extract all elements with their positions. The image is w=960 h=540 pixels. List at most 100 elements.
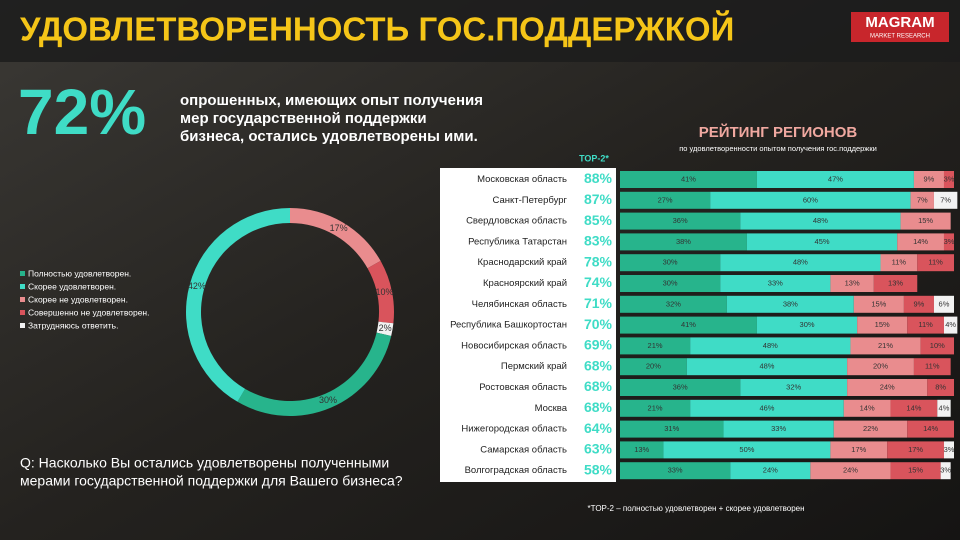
bar-label: 4%: [939, 403, 950, 412]
top2-value: 68%: [584, 357, 613, 373]
bar-label: 3%: [940, 466, 951, 475]
bar-label: 8%: [935, 382, 946, 391]
headline-figure: 72%: [18, 76, 146, 148]
bar-segment: [890, 462, 941, 480]
bar-label: 15%: [918, 216, 933, 225]
bar-segment: [720, 254, 881, 272]
bar-label: 41%: [681, 320, 696, 329]
region-label: Ростовская область: [479, 382, 567, 393]
chart-title: РЕЙТИНГ РЕГИОНОВ: [699, 123, 858, 141]
top2-value: 68%: [584, 378, 613, 394]
bar-label: 45%: [815, 237, 830, 246]
bar-segment: [756, 316, 858, 334]
bar-label: 6%: [939, 299, 950, 308]
bar-segment: [943, 316, 958, 334]
bar-label: 14%: [913, 237, 928, 246]
bar-segment: [887, 441, 944, 459]
logo: MAGRAM: [865, 14, 934, 31]
bar-segment: [910, 191, 934, 209]
bar-segment: [620, 379, 741, 396]
bar-label: 20%: [873, 362, 888, 371]
bar-label: 46%: [759, 403, 774, 412]
region-label: Самарская область: [480, 444, 567, 455]
headline-text: бизнеса, остались удовлетворены ими.: [180, 128, 478, 145]
bar-label: 11%: [918, 320, 933, 329]
region-label: Московская область: [477, 174, 567, 185]
bar-segment: [810, 462, 891, 480]
donut-slice: [290, 208, 381, 269]
bar-label: 27%: [658, 195, 673, 204]
donut-slice: [237, 332, 392, 417]
bar-segment: [897, 233, 944, 251]
legend-label: Скорее не удовлетворен.: [28, 294, 128, 304]
region-label: Челябинская область: [472, 299, 567, 310]
bar-segment: [726, 295, 854, 313]
top2-value: 70%: [584, 316, 613, 332]
bar-segment: [943, 441, 954, 459]
legend-swatch: [20, 323, 25, 328]
bar-segment: [620, 337, 691, 355]
bar-label: 32%: [666, 299, 681, 308]
bar-segment: [620, 462, 731, 480]
donut-slice: [376, 321, 394, 337]
bar-segment: [873, 275, 918, 292]
bar-segment: [933, 191, 958, 209]
bar-label: 13%: [888, 278, 903, 287]
bar-label: 13%: [634, 445, 649, 454]
bar-label: 36%: [673, 216, 688, 225]
question: мерами государственной поддержки для Ваш…: [20, 473, 403, 489]
bar-label: 32%: [786, 382, 801, 391]
region-label: Новосибирская область: [461, 340, 567, 351]
bar-label: 22%: [863, 424, 878, 433]
legend-swatch: [20, 271, 25, 276]
bar-label: 15%: [871, 299, 886, 308]
slice-label: 2%: [379, 323, 392, 333]
legend-label: Скорее удовлетворен.: [28, 281, 116, 291]
slice-label: 17%: [330, 223, 348, 233]
slice-label: 30%: [319, 395, 337, 405]
bar-segment: [843, 399, 891, 417]
region-panel: [440, 168, 616, 482]
top2-value: 63%: [584, 441, 613, 457]
bar-label: 11%: [928, 258, 943, 267]
bar-segment: [933, 295, 954, 313]
bar-label: 33%: [668, 466, 683, 475]
bar-label: 14%: [923, 424, 938, 433]
bar-segment: [690, 399, 844, 417]
bar-segment: [620, 254, 721, 272]
bar-segment: [917, 254, 954, 272]
bar-segment: [857, 316, 908, 334]
bar-segment: [880, 254, 918, 272]
bar-label: 30%: [663, 258, 678, 267]
bar-segment: [903, 295, 934, 313]
bar-segment: [890, 399, 938, 417]
bar-label: 38%: [783, 299, 798, 308]
bar-label: 3%: [944, 445, 955, 454]
region-label: Краснодарский край: [478, 257, 567, 268]
top2-value: 78%: [584, 253, 613, 269]
top2-value: 64%: [584, 420, 613, 436]
bar-segment: [907, 316, 944, 334]
bar-label: 33%: [771, 424, 786, 433]
bar-segment: [620, 420, 724, 438]
bar-label: 15%: [908, 466, 923, 475]
bar-label: 48%: [793, 258, 808, 267]
bar-segment: [943, 171, 954, 188]
bar-label: 17%: [851, 445, 866, 454]
top2-value: 71%: [584, 295, 613, 311]
bar-label: 33%: [768, 278, 783, 287]
bar-segment: [620, 399, 691, 417]
bar-segment: [620, 171, 757, 188]
bar-segment: [620, 441, 664, 459]
bar-label: 41%: [681, 174, 696, 183]
bar-segment: [620, 358, 687, 376]
region-label: Санкт-Петербург: [492, 195, 567, 206]
bar-label: 30%: [663, 278, 678, 287]
bar-label: 14%: [906, 403, 921, 412]
bar-label: 13%: [845, 278, 860, 287]
bar-segment: [850, 337, 921, 355]
top2-value: 85%: [584, 212, 613, 228]
bar-segment: [720, 275, 831, 292]
top2-value: 87%: [584, 191, 613, 207]
headline-text: мер государственной поддержки: [180, 110, 427, 127]
